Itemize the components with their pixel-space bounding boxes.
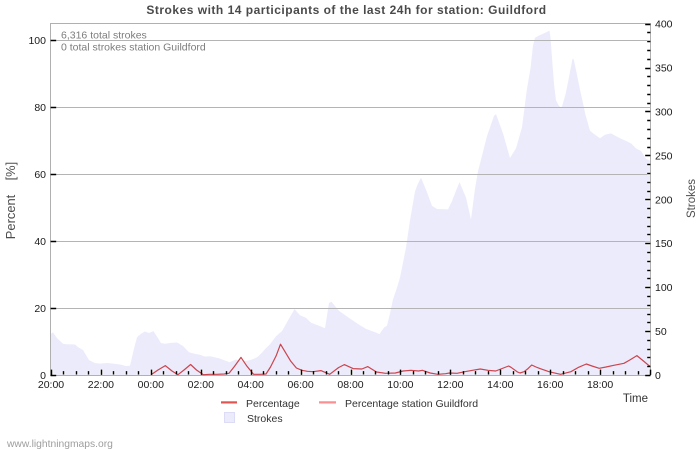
- svg-text:150: 150: [655, 238, 673, 250]
- svg-text:Percent [%]: Percent [%]: [3, 162, 18, 239]
- svg-text:Percentage: Percentage: [246, 398, 300, 410]
- svg-text:10:00: 10:00: [387, 379, 413, 391]
- svg-text:22:00: 22:00: [88, 379, 114, 391]
- svg-text:20:00: 20:00: [38, 379, 64, 391]
- svg-text:16:00: 16:00: [537, 379, 563, 391]
- svg-text:12:00: 12:00: [437, 379, 463, 391]
- svg-text:60: 60: [34, 169, 46, 181]
- svg-text:100: 100: [655, 282, 673, 294]
- svg-text:200: 200: [655, 194, 673, 206]
- svg-text:08:00: 08:00: [337, 379, 363, 391]
- svg-text:400: 400: [655, 19, 673, 31]
- svg-text:Strokes: Strokes: [247, 413, 283, 425]
- svg-text:50: 50: [655, 326, 667, 338]
- svg-text:350: 350: [655, 63, 673, 75]
- svg-text:04:00: 04:00: [238, 379, 264, 391]
- svg-text:100: 100: [28, 35, 46, 47]
- svg-text:250: 250: [655, 150, 673, 162]
- svg-text:20: 20: [34, 303, 46, 315]
- svg-text:06:00: 06:00: [287, 379, 313, 391]
- svg-text:14:00: 14:00: [487, 379, 513, 391]
- svg-text:6,316 total strokes: 6,316 total strokes: [61, 30, 147, 42]
- svg-text:Strokes: Strokes: [686, 179, 698, 218]
- svg-text:0: 0: [40, 370, 46, 382]
- svg-text:02:00: 02:00: [188, 379, 214, 391]
- svg-text:www.lightningmaps.org: www.lightningmaps.org: [6, 439, 113, 450]
- svg-text:0 total strokes station Guildf: 0 total strokes station Guildford: [61, 42, 206, 54]
- svg-text:Time: Time: [623, 393, 648, 405]
- svg-text:300: 300: [655, 107, 673, 119]
- svg-text:Strokes with 14 participants o: Strokes with 14 participants of the last…: [146, 3, 546, 17]
- svg-text:18:00: 18:00: [587, 379, 613, 391]
- svg-text:00:00: 00:00: [138, 379, 164, 391]
- svg-text:80: 80: [34, 102, 46, 114]
- svg-text:0: 0: [655, 370, 661, 382]
- svg-text:Percentage station Guildford: Percentage station Guildford: [345, 398, 478, 410]
- svg-text:40: 40: [34, 236, 46, 248]
